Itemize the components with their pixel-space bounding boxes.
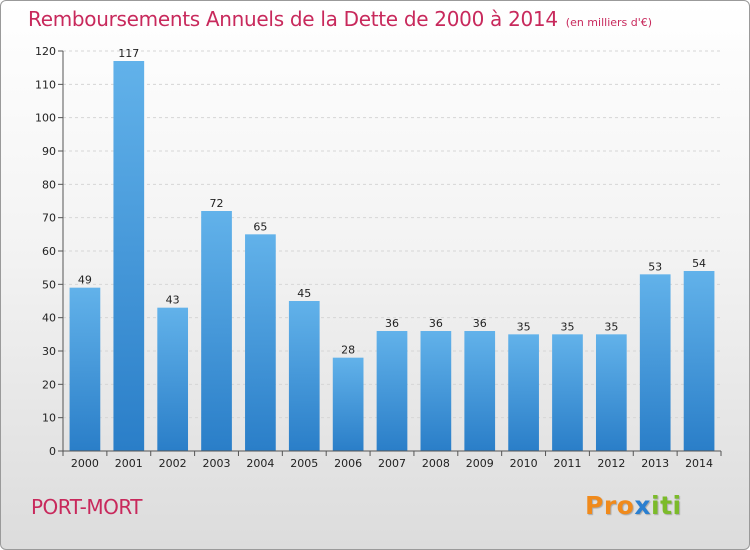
y-tick-label: 30 bbox=[42, 345, 56, 358]
bar-2004 bbox=[245, 234, 276, 451]
data-label-2013: 53 bbox=[648, 260, 662, 273]
y-tick-label: 120 bbox=[35, 45, 56, 58]
logo-letter: i bbox=[672, 491, 682, 520]
x-tick-label-2012: 2012 bbox=[597, 457, 625, 470]
data-label-2004: 65 bbox=[253, 220, 267, 233]
bar-2010 bbox=[508, 334, 539, 451]
y-tick-label: 0 bbox=[49, 445, 56, 458]
data-label-2007: 36 bbox=[385, 317, 399, 330]
bar-2005 bbox=[288, 301, 320, 451]
x-tick-label-2008: 2008 bbox=[422, 457, 450, 470]
data-label-2001: 117 bbox=[118, 47, 139, 60]
data-label-2014: 54 bbox=[692, 257, 706, 270]
y-tick-label: 110 bbox=[35, 78, 56, 91]
x-tick-label-2003: 2003 bbox=[203, 457, 231, 470]
y-tick-label: 80 bbox=[42, 178, 56, 191]
data-label-2011: 35 bbox=[560, 320, 574, 333]
data-label-2003: 72 bbox=[210, 197, 224, 210]
x-tick-label-2009: 2009 bbox=[466, 457, 494, 470]
data-label-2008: 36 bbox=[429, 317, 443, 330]
data-label-2002: 43 bbox=[166, 294, 180, 307]
x-tick-label-2010: 2010 bbox=[510, 457, 538, 470]
logo-letter: t bbox=[660, 491, 673, 520]
bars: 49 117 43 72 65 45 28 36 36 36 35 35 35 53 54 bbox=[69, 47, 715, 451]
bar-2007 bbox=[376, 331, 408, 451]
data-label-2012: 35 bbox=[604, 320, 618, 333]
data-label-2005: 45 bbox=[297, 287, 311, 300]
data-label-2010: 35 bbox=[517, 320, 531, 333]
chart-title: Remboursements Annuels de la Dette de 20… bbox=[28, 7, 652, 31]
bar-2009 bbox=[464, 331, 496, 451]
x-tick-label-2014: 2014 bbox=[685, 457, 713, 470]
x-tick-label-2005: 2005 bbox=[290, 457, 318, 470]
data-label-2006: 28 bbox=[341, 344, 355, 357]
x-tick-label-2011: 2011 bbox=[553, 457, 581, 470]
logo-letter: r bbox=[603, 491, 617, 520]
place-name: PORT-MORT bbox=[31, 495, 143, 519]
bar-2014 bbox=[683, 271, 715, 451]
bar-2000 bbox=[69, 287, 101, 451]
x-tick-label-2006: 2006 bbox=[334, 457, 362, 470]
x-tick-label-2004: 2004 bbox=[246, 457, 274, 470]
y-tick-label: 40 bbox=[42, 312, 56, 325]
logo-letter: P bbox=[585, 491, 604, 520]
data-label-2000: 49 bbox=[78, 274, 92, 287]
x-tick-label-2002: 2002 bbox=[159, 457, 187, 470]
bar-2002 bbox=[157, 307, 189, 451]
x-tick-label-2007: 2007 bbox=[378, 457, 406, 470]
proxiti-logo: Proxiti bbox=[585, 491, 682, 520]
x-axis: 2000 2001 2002 2003 2004 2005 2006 2007 2008 2009… bbox=[62, 450, 722, 470]
logo-letter: o bbox=[616, 491, 635, 520]
data-label-2009: 36 bbox=[473, 317, 487, 330]
x-tick-label-2000: 2000 bbox=[71, 457, 99, 470]
bar-2013 bbox=[639, 274, 671, 451]
y-tick-label: 60 bbox=[42, 245, 56, 258]
y-tick-label: 50 bbox=[42, 278, 56, 291]
logo-letter: i bbox=[651, 491, 661, 520]
y-tick-label: 70 bbox=[42, 212, 56, 225]
bar-2003 bbox=[201, 211, 232, 451]
bar-2012 bbox=[595, 334, 627, 451]
x-tick-label-2013: 2013 bbox=[641, 457, 669, 470]
chart-title-text: Remboursements Annuels de la Dette de 20… bbox=[28, 7, 558, 31]
bar-2008 bbox=[420, 331, 452, 451]
bar-2001 bbox=[113, 61, 145, 451]
y-axis: 0 10 20 30 40 50 60 70 80 90 100 110 120 bbox=[35, 45, 64, 458]
x-tick-label-2001: 2001 bbox=[115, 457, 143, 470]
logo-letter: x bbox=[634, 491, 651, 520]
bar-2011 bbox=[552, 334, 583, 451]
chart-subtitle: (en milliers d'€) bbox=[565, 16, 653, 29]
y-tick-label: 100 bbox=[35, 112, 56, 125]
bar-2006 bbox=[332, 357, 364, 451]
y-tick-label: 90 bbox=[42, 145, 56, 158]
y-tick-label: 20 bbox=[42, 378, 56, 391]
y-tick-label: 10 bbox=[42, 412, 56, 425]
